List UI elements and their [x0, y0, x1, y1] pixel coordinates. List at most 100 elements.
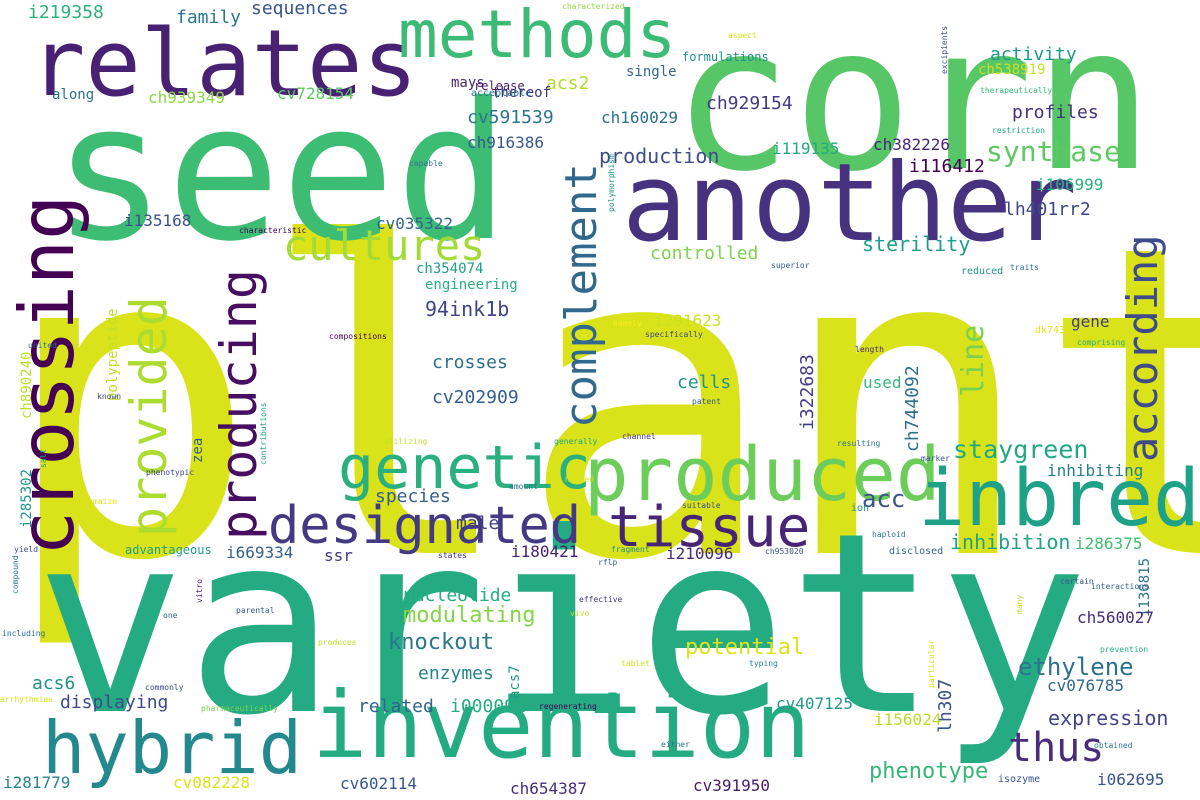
cloud-word: suitable: [682, 501, 721, 510]
cloud-word: cv728154: [277, 84, 355, 103]
cloud-word: ch382226: [873, 135, 951, 154]
cloud-word: effective: [579, 595, 623, 604]
cloud-word: gene: [1071, 312, 1110, 331]
cloud-word: family: [176, 7, 242, 28]
cloud-word: characteristic: [239, 226, 307, 235]
cloud-word: male: [456, 513, 500, 534]
cloud-word: acceptable: [471, 88, 532, 99]
cloud-word: cv391950: [693, 776, 771, 795]
cloud-word: along: [52, 87, 95, 103]
cloud-word: ch953020: [765, 547, 804, 556]
cloud-word: cv035322: [376, 214, 454, 233]
cloud-word: phenotype: [869, 759, 989, 784]
cloud-word: nucleotide: [403, 585, 512, 606]
cloud-word: ch654387: [510, 779, 588, 798]
cloud-word: knockout: [388, 630, 494, 655]
cloud-word: engineering: [425, 277, 518, 293]
cloud-word: polypeptide: [105, 308, 121, 401]
cloud-word: advantageous: [125, 543, 212, 557]
cloud-word: cv407125: [776, 694, 854, 713]
cloud-word: i156024: [874, 710, 942, 729]
cloud-word: patent: [692, 397, 721, 406]
cloud-word: zea: [190, 437, 206, 463]
cloud-word: producing: [210, 269, 268, 540]
cloud-word: states: [438, 551, 467, 560]
cloud-word: expression: [1048, 706, 1169, 730]
cloud-word: ch744092: [902, 365, 923, 452]
cloud-word: staygreen: [953, 435, 1089, 464]
cloud-word: superior: [771, 261, 810, 270]
cloud-word: genetic: [338, 433, 591, 503]
cloud-word: marker: [921, 454, 950, 463]
cloud-word: specifically: [645, 330, 703, 339]
cloud-word: housed: [565, 475, 594, 484]
cloud-word: interactions: [1091, 582, 1149, 591]
cloud-word: many: [1015, 594, 1024, 614]
cloud-word: namely: [613, 319, 642, 328]
cloud-word: seed: [52, 62, 510, 283]
cloud-word: known: [97, 392, 122, 401]
cloud-word: ch916386: [467, 133, 545, 152]
cloud-word: resulting: [837, 439, 881, 448]
cloud-word: hybrid: [42, 706, 303, 790]
cloud-word: 94ink1b: [425, 297, 510, 321]
cloud-word: including: [2, 629, 46, 638]
cloud-word: phenotypic: [146, 468, 195, 477]
cloud-word: i116412: [909, 156, 985, 177]
cloud-word: according: [1118, 234, 1167, 462]
cloud-word: sterility: [862, 232, 971, 256]
cloud-word: utilizing: [384, 437, 428, 446]
cloud-word: salt: [39, 448, 48, 468]
cloud-word: another: [622, 141, 1078, 266]
cloud-word: mays: [451, 75, 485, 91]
cloud-word: vivo: [570, 609, 590, 618]
cloud-word: aspect: [728, 31, 757, 40]
cloud-word: cv082228: [173, 773, 251, 792]
cloud-word: cv591539: [467, 107, 554, 128]
cloud-word: complement: [556, 163, 607, 428]
cloud-word: produced: [584, 432, 941, 518]
cloud-word: i135168: [124, 211, 192, 230]
cloud-word: i119135: [772, 139, 840, 158]
cloud-word: yield: [14, 545, 39, 554]
cloud-word: thereof: [492, 85, 552, 101]
cloud-word: related: [358, 696, 434, 717]
cloud-word: acs7: [507, 665, 523, 699]
cloud-word: profiles: [1012, 102, 1099, 123]
cloud-word: restriction: [992, 126, 1045, 135]
cloud-word: i322683: [797, 354, 818, 430]
cloud-word: modulating: [403, 603, 536, 628]
cloud-word: acs2: [546, 73, 590, 94]
cloud-word: characterized: [562, 2, 625, 11]
cloud-word: capable: [409, 159, 443, 168]
cloud-word: crosses: [432, 352, 508, 373]
cloud-word: ch929154: [706, 93, 793, 114]
cloud-word: polymorphism: [607, 154, 616, 212]
cloud-word: maize: [93, 497, 118, 506]
cloud-word: i669334: [226, 543, 294, 562]
cloud-word: acs6: [32, 673, 76, 694]
cloud-word: tissue: [608, 495, 811, 560]
cloud-word: production: [599, 144, 720, 168]
cloud-word: dk743: [1035, 325, 1066, 336]
cloud-word: ch560027: [1077, 608, 1155, 627]
cloud-word: traits: [1010, 263, 1039, 272]
cloud-word: inbred: [918, 454, 1200, 544]
cloud-word: designated: [268, 496, 582, 556]
cloud-word: prevention: [1100, 645, 1149, 654]
cloud-word: vitro: [195, 578, 204, 603]
cloud-word: inhibition: [950, 530, 1071, 554]
cloud-word: single: [626, 64, 677, 80]
cloud-word: ch160029: [601, 108, 679, 127]
cloud-word: i286375: [1075, 534, 1143, 553]
cloud-word: i291623: [654, 311, 722, 330]
cloud-word: ch939349: [148, 88, 226, 107]
cloud-word: relates: [30, 10, 418, 117]
cloud-word: cv076785: [1047, 676, 1125, 695]
cloud-word: corn: [672, 0, 1154, 216]
cloud-word: parental: [236, 606, 275, 615]
cloud-word: cultures: [283, 221, 486, 270]
cloud-word: compound: [11, 555, 20, 594]
cloud-word: ch538919: [978, 62, 1046, 78]
